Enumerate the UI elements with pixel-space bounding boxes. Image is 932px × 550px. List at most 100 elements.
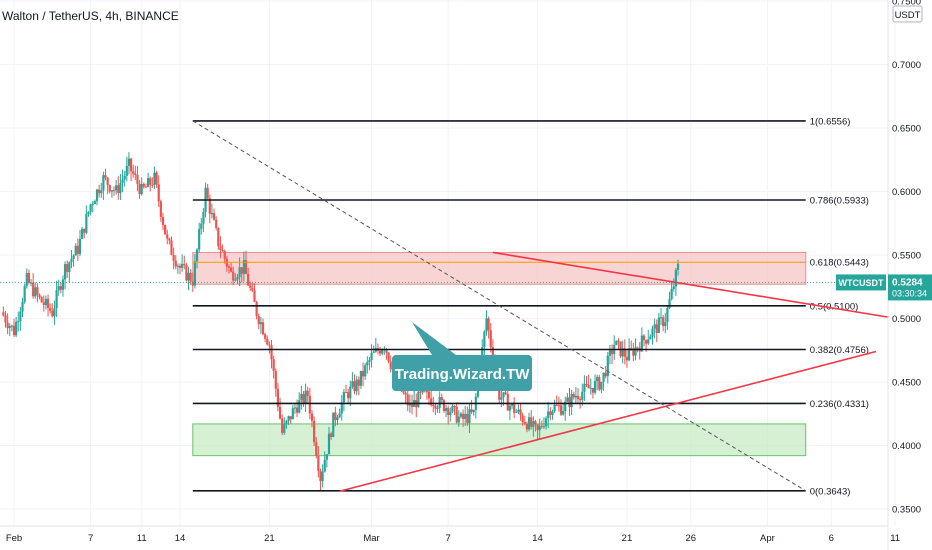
candle bbox=[2, 306, 5, 317]
candle-body bbox=[78, 238, 82, 254]
x-tick-label: 14 bbox=[532, 533, 543, 544]
chart-title: Walton / TetherUS, 4h, BINANCE bbox=[2, 9, 179, 23]
candle-body bbox=[172, 254, 175, 261]
candle-body bbox=[502, 392, 505, 398]
candle bbox=[104, 168, 107, 181]
candle-body bbox=[151, 184, 154, 186]
candle bbox=[606, 351, 609, 384]
candle bbox=[44, 295, 48, 310]
y-tick-label: 0.6000 bbox=[892, 187, 921, 198]
candle-body bbox=[202, 212, 205, 224]
candle bbox=[6, 313, 9, 335]
candle-body bbox=[19, 311, 22, 322]
candle-body bbox=[347, 392, 350, 399]
candle-body bbox=[349, 386, 352, 399]
candle-body bbox=[653, 324, 656, 329]
candle bbox=[81, 227, 84, 240]
candle-body bbox=[44, 298, 48, 306]
fib-label: 0.618(0.5443) bbox=[810, 258, 869, 269]
symbol-label: WTCUSDT bbox=[839, 278, 884, 288]
candle bbox=[253, 283, 256, 303]
candle bbox=[449, 407, 452, 422]
candle bbox=[483, 330, 486, 356]
candle-body bbox=[183, 263, 186, 266]
candle-body bbox=[336, 417, 339, 421]
candle bbox=[410, 394, 414, 415]
candle bbox=[129, 157, 133, 182]
candle bbox=[623, 339, 626, 365]
candle-body bbox=[464, 413, 467, 419]
candle-body bbox=[21, 302, 24, 312]
candle bbox=[581, 383, 584, 406]
candle-body bbox=[585, 383, 588, 385]
candle bbox=[319, 468, 322, 491]
candle bbox=[615, 340, 618, 346]
candle bbox=[332, 412, 335, 438]
candle bbox=[276, 382, 280, 412]
candle bbox=[234, 273, 237, 282]
candle-body bbox=[574, 395, 577, 398]
candle-body bbox=[306, 390, 309, 397]
candle-body bbox=[417, 391, 420, 408]
candle bbox=[625, 348, 629, 368]
candle-body bbox=[621, 348, 624, 357]
candle bbox=[63, 261, 67, 290]
candle bbox=[559, 399, 563, 416]
candle-body bbox=[542, 426, 546, 428]
candle bbox=[610, 344, 614, 365]
candle bbox=[108, 184, 111, 194]
candle bbox=[212, 208, 216, 221]
candle-body bbox=[51, 310, 54, 317]
candle-body bbox=[442, 400, 446, 412]
candle-body bbox=[104, 175, 107, 178]
candle-body bbox=[166, 234, 169, 239]
candle-body bbox=[176, 265, 179, 267]
candle bbox=[42, 295, 45, 312]
candle-body bbox=[117, 185, 120, 194]
resistance-zone bbox=[192, 251, 807, 285]
candle-body bbox=[525, 423, 529, 430]
candle-body bbox=[168, 238, 171, 241]
candle bbox=[589, 378, 592, 395]
candle-body bbox=[223, 251, 226, 259]
candle bbox=[302, 390, 305, 407]
candle bbox=[632, 342, 635, 362]
candle-body bbox=[93, 201, 96, 205]
candle-body bbox=[210, 213, 214, 215]
candle-body bbox=[461, 413, 465, 419]
candle bbox=[36, 283, 39, 303]
candle-body bbox=[649, 336, 652, 340]
candle-body bbox=[576, 395, 580, 400]
y-axis: 0.7500 0.7000 0.6500 0.6000 0.5500 0.5000 0.45… bbox=[836, 0, 932, 550]
candle bbox=[387, 351, 390, 364]
candle bbox=[453, 405, 456, 415]
candle bbox=[29, 279, 33, 287]
candle bbox=[206, 183, 209, 200]
candle-body bbox=[625, 356, 629, 361]
candle-body bbox=[42, 302, 45, 306]
x-tick-label: 11 bbox=[137, 533, 147, 544]
candle bbox=[534, 419, 537, 432]
candle bbox=[572, 391, 575, 400]
candle bbox=[585, 376, 588, 388]
candle-body bbox=[617, 340, 620, 342]
candle-body bbox=[8, 326, 11, 329]
price-value: 0.5284 bbox=[892, 277, 923, 288]
candle bbox=[115, 179, 118, 195]
candle bbox=[134, 165, 137, 181]
candle-body bbox=[157, 184, 160, 202]
candle-body bbox=[540, 425, 543, 427]
candle-body bbox=[200, 223, 203, 229]
candle bbox=[202, 208, 205, 233]
candle-body bbox=[164, 224, 167, 235]
candle-body bbox=[636, 347, 639, 349]
candle bbox=[278, 398, 282, 420]
candle-body bbox=[34, 287, 37, 297]
candle-body bbox=[291, 408, 294, 420]
candle-body bbox=[85, 213, 88, 233]
candle bbox=[198, 222, 201, 253]
candle bbox=[189, 269, 192, 285]
candle bbox=[8, 323, 11, 337]
y-tick-label: 0.4500 bbox=[892, 378, 921, 389]
